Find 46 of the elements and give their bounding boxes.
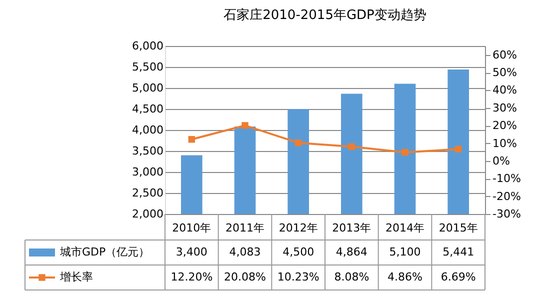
- point: [294, 140, 302, 146]
- data-label: 20.08%: [224, 270, 266, 284]
- point: [242, 122, 248, 129]
- x-tick-label: 2014年: [386, 222, 424, 234]
- data-label: 4,083: [229, 246, 261, 258]
- x-tick-label: 2015年: [438, 222, 478, 234]
- x-tick-label: 2013年: [332, 222, 372, 234]
- data-label: 4,500: [282, 246, 314, 258]
- point: [402, 149, 408, 156]
- data-label: 5,441: [442, 246, 474, 258]
- x-tick-label: 2011年: [226, 222, 264, 234]
- y-tick-label: 2,000: [132, 208, 164, 220]
- x-tick-label: 2012年: [278, 222, 318, 234]
- y2-tick-label: 40%: [492, 84, 517, 97]
- y2-tick-label: -10%: [492, 172, 521, 186]
- y2-tick-label: 10%: [492, 136, 517, 150]
- y-tick-label: 4,500: [132, 102, 164, 116]
- y2-tick-label: -30%: [492, 208, 521, 220]
- data-label: 12.20%: [170, 270, 213, 284]
- point: [188, 136, 196, 143]
- legend-label: 增长率: [59, 270, 93, 284]
- data-label: 3,400: [176, 246, 208, 258]
- y-tick-label: 4,000: [132, 124, 164, 136]
- data-label: 5,100: [389, 246, 421, 258]
- y2-tick-label: 30%: [492, 101, 517, 114]
- point: [348, 143, 356, 150]
- y-tick-label: 5,500: [132, 60, 164, 74]
- legend-label: 城市GDP（亿元）: [59, 246, 150, 258]
- data-label: 4,864: [336, 246, 368, 258]
- y2-tick-label: 0%: [492, 154, 510, 168]
- y-tick-label: 6,000: [132, 40, 164, 52]
- y2-tick-label: 20%: [492, 119, 517, 132]
- y2-tick-label: 60%: [492, 48, 517, 62]
- data-label: 4.86%: [388, 270, 422, 284]
- y-tick-label: 3,500: [132, 144, 164, 158]
- chart-title: 石家庄2010-2015年GDP变动趋势: [224, 7, 426, 23]
- y-tick-label: 3,000: [132, 166, 164, 178]
- point: [454, 146, 462, 152]
- y2-tick-label: -20%: [492, 190, 521, 203]
- data-label: 8.08%: [334, 270, 370, 284]
- data-label: 6.69%: [440, 270, 476, 284]
- data-label: 10.23%: [277, 270, 320, 284]
- x-tick-label: 2010年: [172, 222, 212, 234]
- y2-tick-label: 50%: [492, 66, 517, 80]
- y-tick-label: 2,500: [132, 186, 164, 200]
- y-tick-label: 5,000: [132, 82, 164, 94]
